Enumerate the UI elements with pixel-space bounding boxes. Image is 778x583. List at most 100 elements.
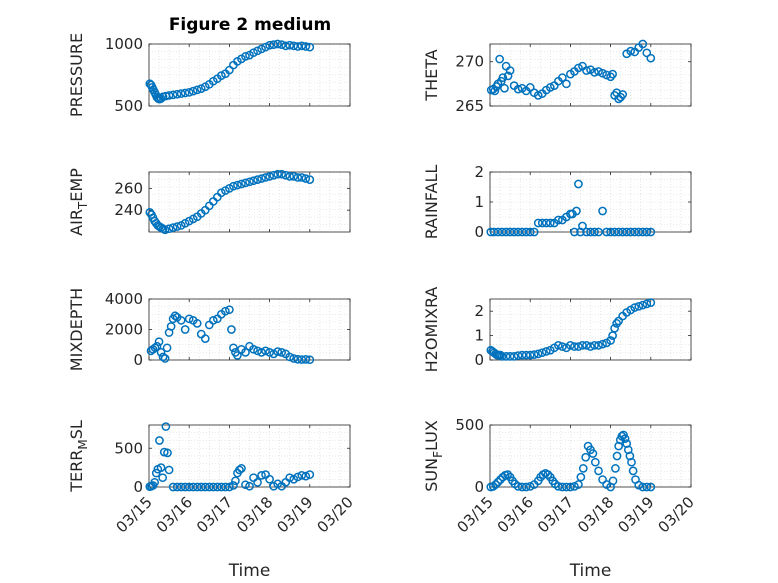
x-axis-label: Time [228, 561, 271, 581]
data-point [586, 227, 595, 237]
data-point [618, 227, 628, 237]
data-point [541, 218, 551, 228]
data-point [168, 482, 178, 492]
subplot-rainfall: 0 1 2 RAINFALL [422, 163, 692, 241]
data-point [249, 176, 258, 186]
data-point [562, 79, 571, 89]
y-tick-label: 2 [474, 302, 484, 320]
data-point [225, 305, 234, 315]
data-point [225, 482, 234, 492]
x-axis-label: Time [569, 561, 612, 581]
data-point [638, 227, 648, 237]
y-tick-label: 1000 [105, 35, 143, 53]
y-tick-label: 500 [114, 97, 143, 115]
data-point [297, 471, 307, 480]
data-point [622, 227, 632, 237]
data-point [261, 346, 270, 356]
data-point [160, 354, 170, 363]
data-point [578, 221, 587, 231]
series-markers [145, 422, 315, 492]
data-point [570, 227, 579, 237]
data-point [249, 344, 258, 354]
data-point [574, 480, 583, 489]
data-point [578, 341, 587, 350]
data-point [217, 482, 226, 492]
y-tick-label: 260 [114, 179, 143, 197]
data-point [646, 298, 656, 308]
data-point [170, 311, 180, 321]
data-point [594, 227, 603, 237]
data-point [505, 351, 515, 361]
data-point [265, 348, 274, 357]
data-point [572, 206, 581, 216]
data-point [513, 351, 523, 360]
data-point [172, 482, 182, 492]
data-point [172, 222, 182, 231]
data-point [253, 175, 262, 184]
data-point [257, 471, 266, 480]
data-point [301, 471, 311, 481]
data-point [638, 39, 648, 49]
data-point [285, 352, 295, 362]
data-point [594, 466, 603, 476]
y-axis-label: THETA [422, 49, 441, 101]
data-point [168, 90, 178, 100]
data-point [553, 341, 563, 350]
data-point [570, 482, 579, 491]
data-point [533, 218, 543, 228]
data-point [277, 348, 287, 357]
data-point [208, 316, 218, 325]
data-point [505, 227, 515, 237]
data-point [237, 179, 246, 189]
data-point [489, 227, 499, 237]
data-point [590, 341, 599, 350]
data-point [227, 325, 236, 334]
y-tick-label: 0 [133, 478, 143, 496]
data-point [301, 174, 311, 183]
data-point [293, 173, 303, 182]
subplot-h2omixra: 0 1 2 H2OMIXRA [422, 287, 692, 372]
data-point [196, 482, 206, 492]
data-point [582, 227, 591, 237]
y-axis-label: TERRMSL [67, 420, 90, 493]
data-point [525, 227, 535, 237]
data-point [488, 482, 498, 491]
y-tick-label: 0 [133, 351, 143, 369]
data-point [164, 91, 174, 100]
data-point [533, 91, 543, 100]
data-point [491, 480, 500, 489]
series-markers [145, 169, 315, 235]
y-tick-label: 270 [455, 53, 484, 71]
data-point [249, 48, 258, 58]
data-point [151, 468, 161, 478]
data-point [558, 342, 567, 351]
data-point [642, 299, 652, 309]
data-point [188, 482, 198, 492]
axes-box [489, 43, 692, 107]
data-point [498, 73, 508, 83]
data-point [229, 343, 238, 353]
data-point [533, 349, 543, 359]
data-point [582, 341, 591, 350]
data-point [305, 42, 315, 52]
data-point [594, 67, 603, 76]
data-point [281, 41, 291, 51]
y-tick-label: 0 [474, 223, 484, 241]
data-point [257, 44, 266, 54]
data-point [608, 476, 618, 486]
data-point [152, 341, 162, 351]
data-point [626, 227, 636, 237]
data-point [285, 40, 295, 50]
data-point [212, 482, 222, 492]
data-point [646, 53, 656, 63]
data-point [608, 69, 617, 79]
axes-box [148, 171, 351, 233]
series-markers [486, 39, 656, 104]
data-point [574, 63, 583, 73]
data-point [305, 175, 315, 184]
data-point [541, 347, 551, 356]
data-point [289, 354, 299, 363]
data-point [253, 346, 262, 356]
data-point [630, 303, 640, 312]
